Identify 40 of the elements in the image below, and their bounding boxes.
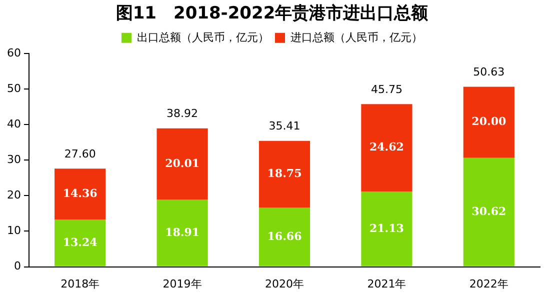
total-label: 38.92: [166, 107, 198, 120]
total-label: 35.41: [268, 120, 300, 133]
bar: [361, 104, 412, 192]
x-tick-label: 2020年: [265, 277, 304, 290]
y-tick-label: 30: [6, 152, 21, 166]
legend-label: 进口总额（人民币，亿元）: [290, 30, 422, 44]
y-tick-label: 50: [6, 82, 21, 95]
total-label: 50.63: [473, 66, 505, 79]
data-label: 20.01: [165, 156, 200, 170]
data-label: 13.24: [62, 236, 98, 249]
bar: [258, 140, 310, 208]
y-tick-label: 60: [6, 46, 21, 60]
bar: [463, 86, 514, 158]
data-label: 24.62: [369, 140, 404, 154]
bar: [156, 128, 208, 200]
data-label: 21.13: [369, 222, 404, 235]
data-label: 16.66: [267, 230, 302, 243]
y-tick-label: 40: [6, 117, 21, 130]
bar: [54, 220, 106, 266]
bar: [54, 168, 106, 220]
y-tick-label: 0: [14, 260, 21, 273]
data-label: 20.00: [472, 115, 506, 128]
bar: [463, 158, 514, 266]
x-tick-label: 2021年: [367, 277, 406, 290]
y-tick-label: 20: [6, 188, 21, 202]
chart-title: 图11 2018-2022年贵港市进出口总额: [116, 4, 430, 24]
bar: [258, 208, 310, 266]
bar: [361, 192, 412, 266]
data-label: 18.75: [267, 167, 302, 180]
data-label: 14.36: [62, 187, 98, 200]
bar: [156, 200, 208, 266]
data-label: 30.62: [472, 204, 506, 218]
y-tick-label: 10: [6, 224, 21, 238]
x-tick-label: 2022年: [469, 277, 508, 290]
data-label: 18.91: [165, 226, 200, 239]
legend-label: 出口总额（人民币，亿元）: [137, 30, 269, 44]
total-label: 45.75: [370, 82, 402, 96]
x-tick-label: 2019年: [162, 277, 202, 290]
total-label: 27.60: [64, 147, 96, 160]
x-tick-label: 2018年: [60, 277, 100, 290]
